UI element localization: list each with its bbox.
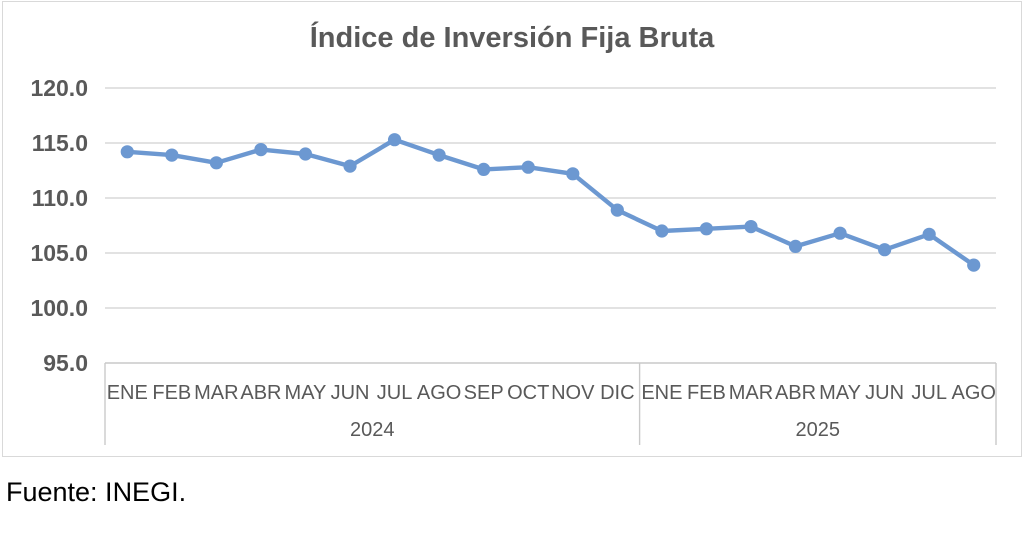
x-axis-month-label: SEP xyxy=(464,382,504,404)
x-axis-month-label: ENE xyxy=(107,382,148,404)
x-axis-month-label: AGO xyxy=(951,382,995,404)
x-axis-month-label: ABR xyxy=(240,382,281,404)
data-point-marker xyxy=(432,148,446,162)
data-point-marker xyxy=(922,227,936,241)
data-point-marker xyxy=(878,243,892,257)
y-axis-tick-label: 120.0 xyxy=(30,75,88,101)
x-axis-year-label: 2024 xyxy=(350,419,395,441)
data-point-marker xyxy=(744,220,758,234)
data-point-marker xyxy=(610,203,624,217)
data-point-marker xyxy=(566,167,580,181)
data-point-marker xyxy=(209,156,223,170)
data-point-marker xyxy=(343,159,357,173)
data-point-marker xyxy=(477,162,491,176)
data-point-marker xyxy=(254,143,268,157)
data-point-marker xyxy=(120,145,134,159)
x-axis-year-label: 2025 xyxy=(796,419,841,441)
data-point-marker xyxy=(655,224,669,238)
x-axis-month-label: JUN xyxy=(331,382,370,404)
series-line xyxy=(125,137,976,268)
x-axis-month-label: ABR xyxy=(775,382,816,404)
data-point-marker xyxy=(521,160,535,174)
x-axis-month-label: JUN xyxy=(865,382,904,404)
data-point-marker xyxy=(298,147,313,161)
x-axis-month-label: FEB xyxy=(687,382,726,404)
x-axis-month-label: AGO xyxy=(417,382,461,404)
x-axis-month-label: DIC xyxy=(600,382,634,404)
x-axis-month-label: FEB xyxy=(152,382,191,404)
chart-container: Índice de Inversión Fija Bruta 120.0 115.… xyxy=(2,1,1022,457)
x-axis-month-label: MAY xyxy=(819,382,861,404)
data-point-marker xyxy=(967,258,981,272)
data-point-marker xyxy=(699,222,714,236)
source-note: Fuente: INEGI. xyxy=(6,477,187,507)
y-axis-tick-label: 115.0 xyxy=(32,130,88,156)
x-axis-month-label: MAR xyxy=(729,382,773,404)
y-axis-tick-label: 105.0 xyxy=(30,240,88,266)
x-axis-month-label: OCT xyxy=(507,382,549,404)
x-axis-month-label: MAY xyxy=(285,382,327,404)
x-axis-month-label: JUL xyxy=(911,382,947,404)
x-axis-month-label: ENE xyxy=(641,382,682,404)
data-point-marker xyxy=(165,148,179,162)
x-axis-month-label: NOV xyxy=(551,382,595,404)
data-point-marker xyxy=(788,239,803,253)
x-axis-month-label: JUL xyxy=(377,382,413,404)
y-axis-tick-label: 110.0 xyxy=(32,185,88,211)
y-axis-tick-label: 100.0 xyxy=(30,295,88,321)
data-point-marker xyxy=(833,226,847,240)
chart-title: Índice de Inversión Fija Bruta xyxy=(309,22,715,54)
y-axis-tick-label: 95.0 xyxy=(43,350,88,376)
x-axis-month-label: MAR xyxy=(194,382,238,404)
data-point-marker xyxy=(387,133,402,147)
